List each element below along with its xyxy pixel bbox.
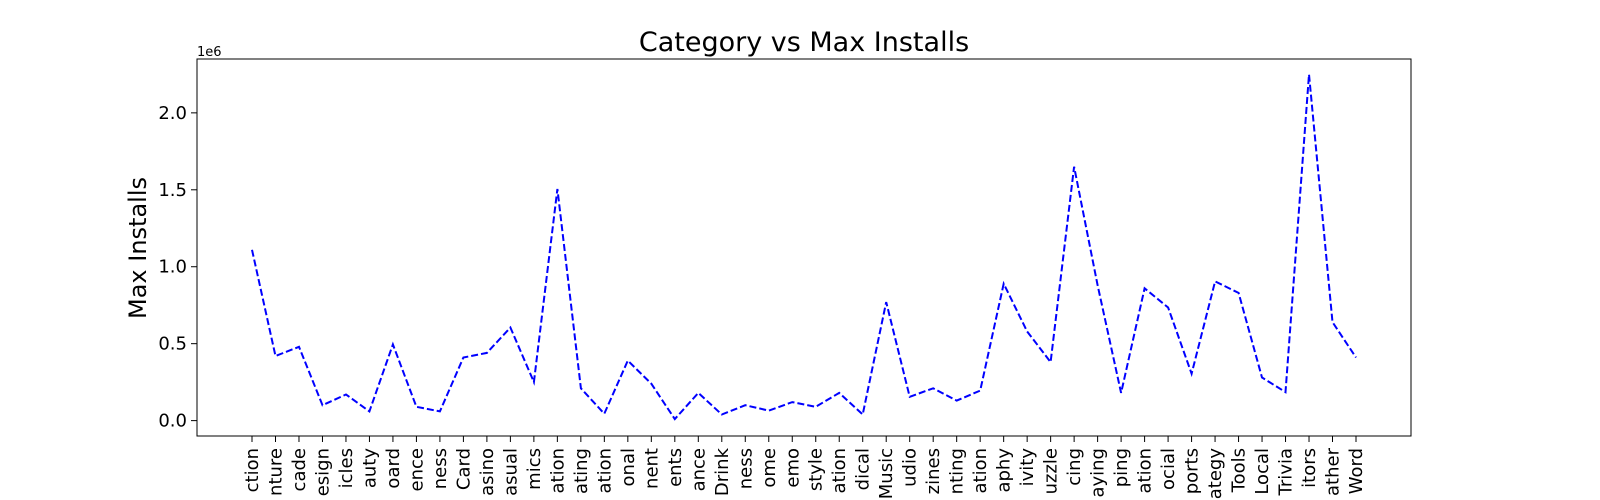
x-tick-label: ness: [430, 448, 451, 489]
x-tick-label: ating: [571, 448, 592, 494]
x-tick-label: ation: [1135, 448, 1156, 494]
x-tick-label: ation: [547, 448, 568, 494]
x-tick-label: ction: [242, 448, 263, 492]
x-tick-label: asino: [477, 448, 498, 496]
x-tick-label: Music: [876, 448, 897, 499]
y-axis-label: Max Installs: [124, 177, 152, 319]
x-tick-label: style: [806, 448, 827, 491]
x-tick-label: uzzle: [1041, 448, 1062, 494]
chart-title: Category vs Max Installs: [639, 27, 969, 58]
y-tick-label: 0.0: [158, 411, 187, 432]
y-tick-label: 1.5: [158, 180, 187, 201]
x-tick-label: asual: [500, 448, 521, 496]
y-axis-offset-label: 1e6: [197, 45, 222, 60]
x-tick-label: Tools: [1229, 448, 1250, 493]
x-tick-label: nture: [265, 448, 286, 496]
x-tick-label: oard: [383, 448, 404, 489]
x-tick-label: emo: [782, 448, 803, 488]
y-axis: 0.0 0.5 1.0 1.5 2.0: [158, 103, 197, 432]
x-tick-label: ivity: [1017, 448, 1038, 487]
x-tick-label: Word: [1346, 448, 1367, 494]
x-tick-label: Card: [453, 448, 474, 490]
x-tick-label: ports: [1182, 448, 1203, 494]
x-tick-label: aphy: [994, 448, 1015, 493]
x-tick-label: nting: [947, 448, 968, 494]
x-tick-label: aying: [1088, 448, 1109, 498]
x-tick-label: ence: [406, 448, 427, 491]
x-tick-label: Trivia: [1276, 448, 1297, 496]
x-tick-label: dical: [853, 448, 874, 490]
x-tick-label: ocial: [1158, 448, 1179, 490]
x-tick-label: ness: [735, 448, 756, 489]
x-axis: ction nture cade esign icles auty oard ence ness…: [242, 436, 1367, 499]
x-tick-label: cade: [289, 448, 310, 491]
x-tick-label: esign: [312, 448, 333, 496]
x-tick-label: ation: [829, 448, 850, 494]
x-tick-label: auty: [359, 448, 380, 488]
y-tick-label: 1.0: [158, 257, 187, 278]
x-tick-label: itors: [1299, 448, 1320, 488]
x-tick-label: Drink: [712, 447, 733, 496]
y-tick-label: 0.5: [158, 334, 187, 355]
y-tick-label: 2.0: [158, 103, 187, 124]
series-line: [251, 74, 1357, 421]
x-tick-label: mics: [524, 448, 545, 490]
x-tick-label: icles: [336, 448, 357, 488]
x-tick-label: nent: [641, 448, 662, 489]
x-tick-label: zines: [923, 448, 944, 494]
x-tick-label: ance: [688, 448, 709, 491]
x-tick-label: ation: [970, 448, 991, 494]
x-tick-label: onal: [618, 448, 639, 486]
plot-frame: [196, 58, 1412, 437]
x-tick-label: ome: [759, 448, 780, 488]
x-tick-label: ents: [665, 448, 686, 487]
x-tick-label: ather: [1323, 447, 1344, 496]
x-tick-label: ategy: [1205, 448, 1226, 500]
x-tick-label: Local: [1252, 448, 1273, 495]
x-tick-label: cing: [1064, 448, 1085, 486]
x-tick-label: ping: [1111, 448, 1132, 487]
series-layer: [251, 74, 1357, 421]
x-tick-label: ation: [594, 448, 615, 494]
x-tick-label: udio: [900, 448, 921, 487]
